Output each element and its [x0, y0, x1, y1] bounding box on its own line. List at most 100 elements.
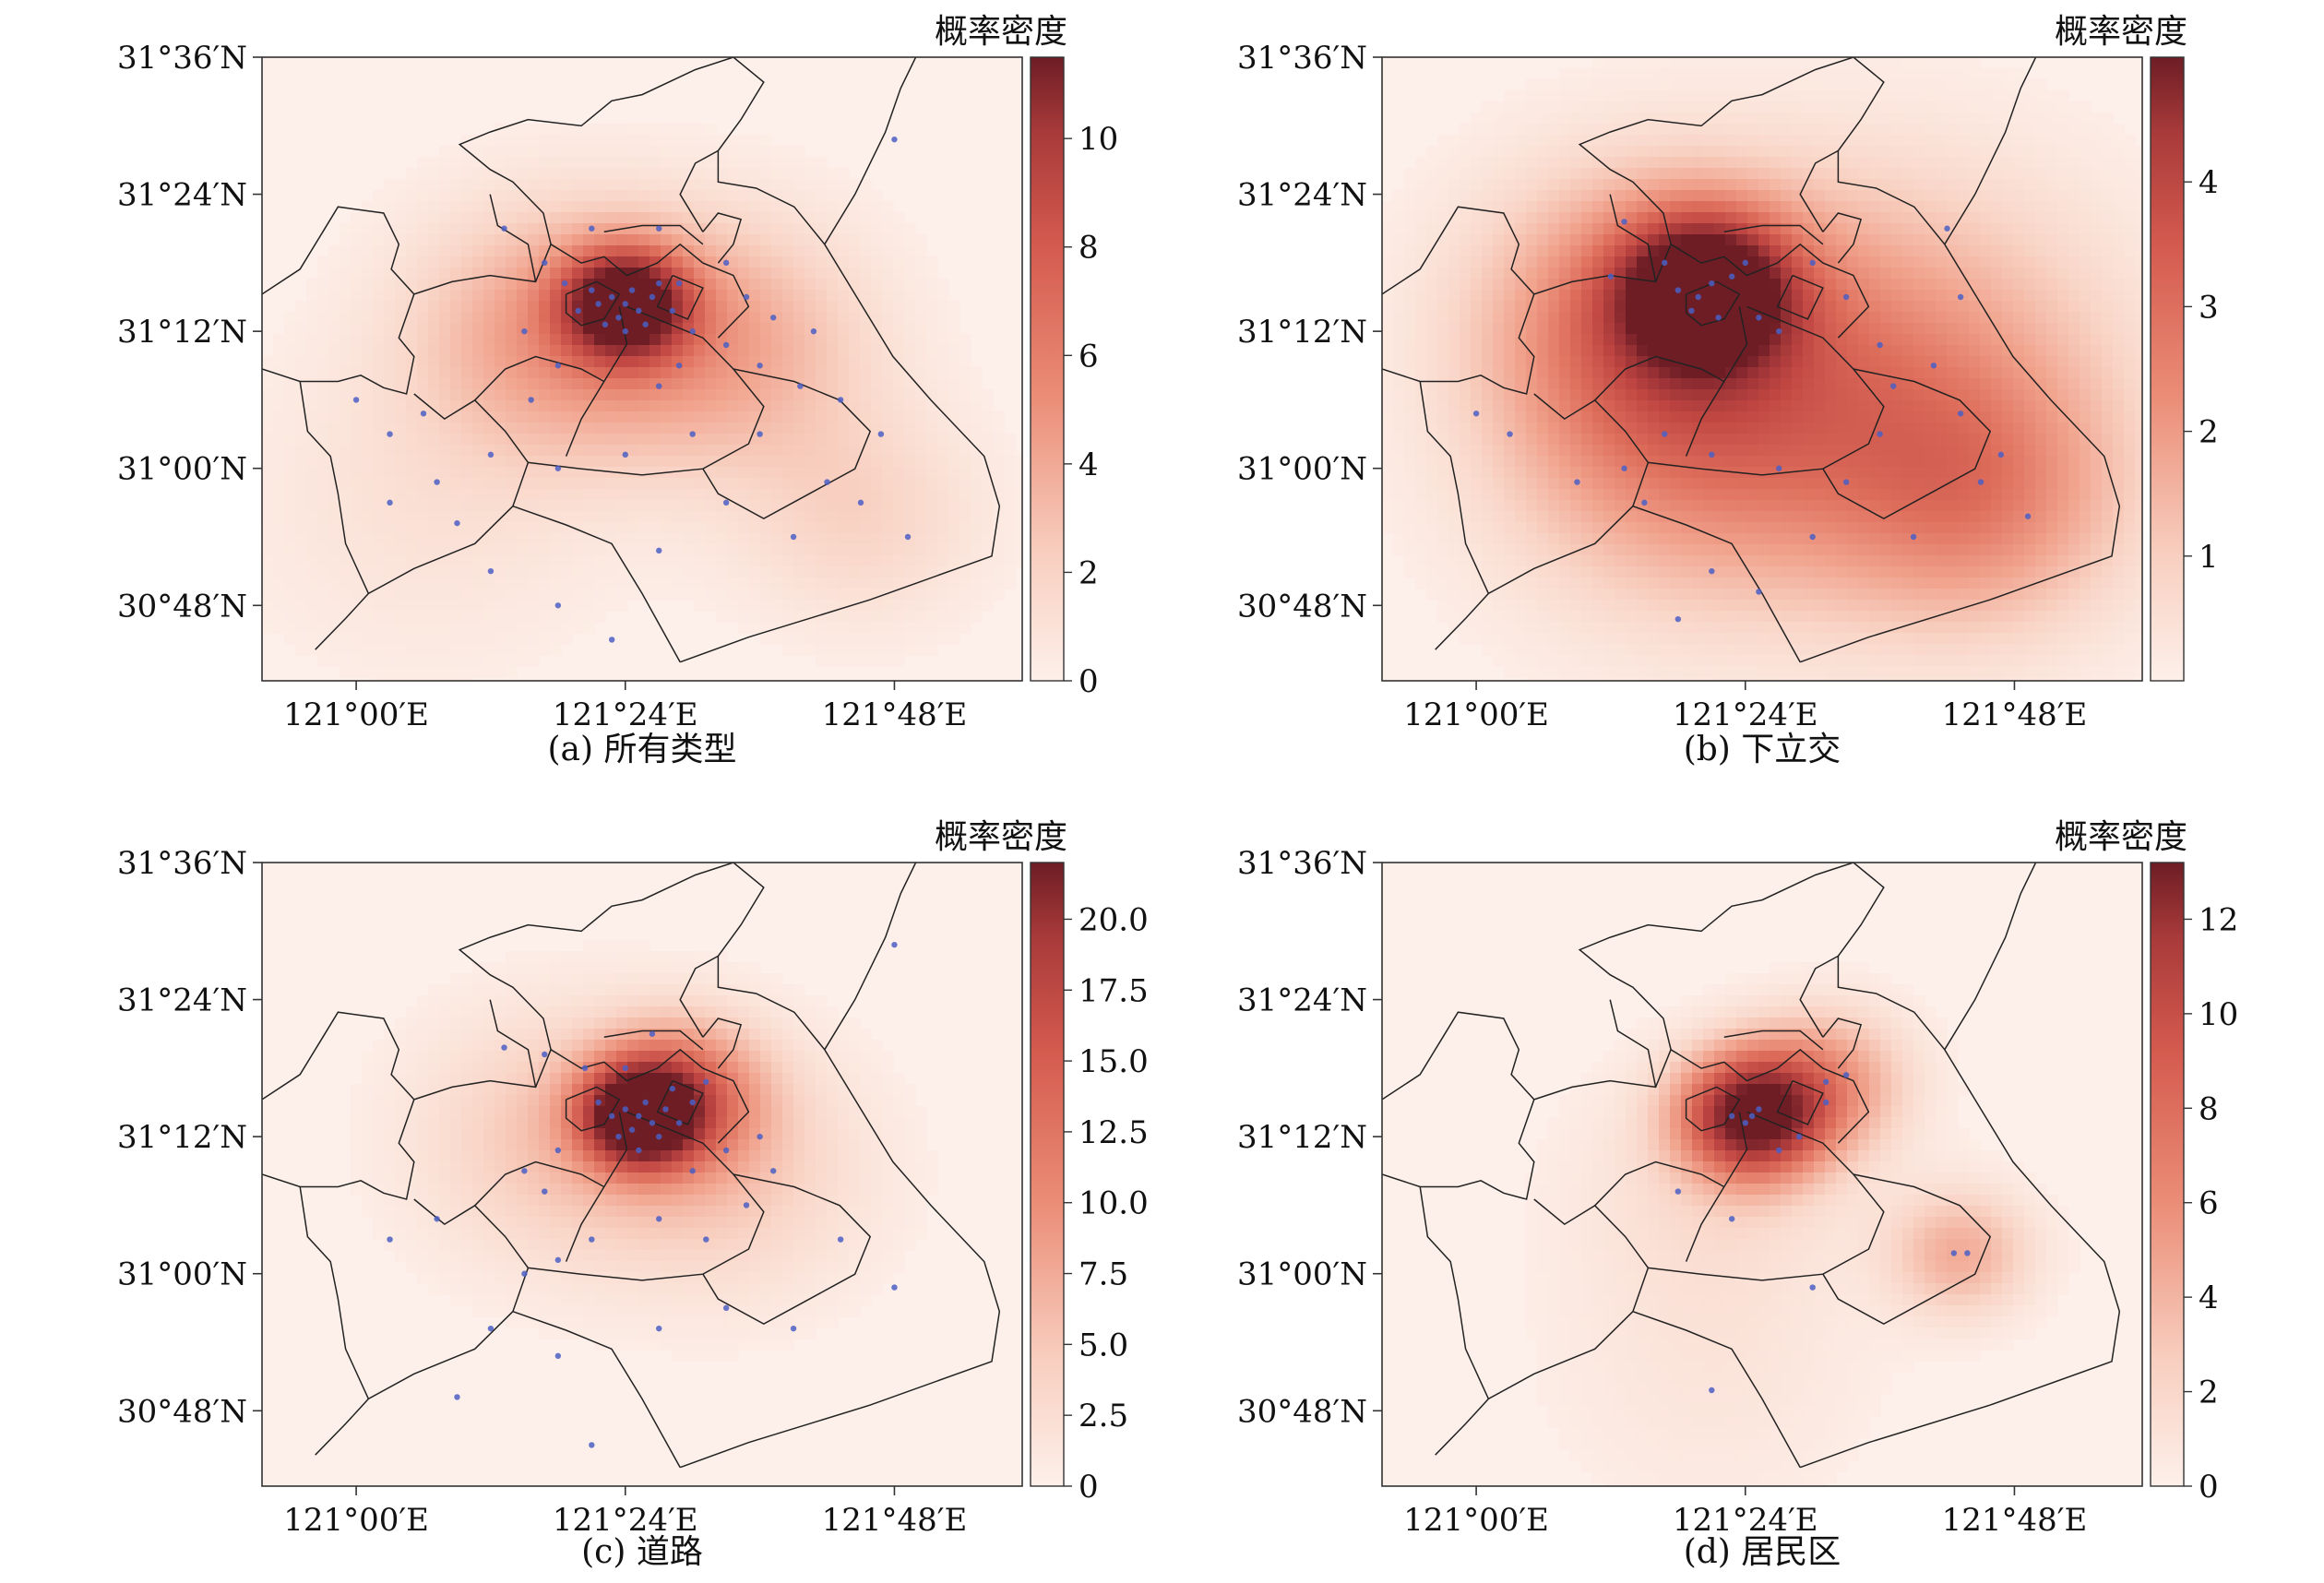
incident-point: [562, 280, 567, 286]
lat-tick-label: 31°00′N: [1237, 1256, 1367, 1293]
incident-point: [636, 1113, 641, 1119]
incident-point: [387, 1236, 392, 1242]
incident-point: [1998, 452, 2004, 458]
incident-point: [723, 260, 729, 266]
colorbar-title: 概率密度: [935, 13, 1067, 51]
incident-point: [1843, 294, 1849, 300]
lat-tick-label: 30°48′N: [117, 1393, 247, 1430]
incident-point: [1709, 280, 1714, 286]
incident-point: [858, 500, 864, 506]
incident-point: [528, 397, 533, 402]
lon-tick-label: 121°48′E: [822, 1502, 968, 1539]
incident-point: [1809, 260, 1815, 266]
lat-tick-label: 31°12′N: [117, 1119, 247, 1156]
incident-point: [723, 1148, 729, 1153]
colorbar-tick-label: 10.0: [1079, 1185, 1149, 1222]
lon-tick-label: 121°48′E: [1942, 696, 2088, 733]
incident-point: [791, 534, 796, 540]
colorbar-tick-label: 8: [2199, 1090, 2219, 1127]
incident-point: [757, 363, 762, 368]
incident-point: [770, 1168, 776, 1173]
incident-point: [589, 226, 594, 232]
incident-point: [1729, 1216, 1734, 1221]
colorbar-tick-label: 5.0: [1079, 1327, 1128, 1363]
incident-point: [521, 1168, 527, 1173]
incident-point: [891, 1284, 897, 1290]
incident-point: [1776, 1148, 1782, 1153]
incident-point: [650, 1031, 655, 1037]
lat-tick-label: 31°12′N: [1237, 314, 1367, 351]
incident-point: [615, 315, 621, 320]
incident-point: [1843, 1072, 1849, 1077]
incident-point: [615, 1134, 621, 1139]
incident-point: [891, 137, 897, 142]
incident-point: [454, 520, 459, 526]
colorbar-tick-label: 1: [2199, 539, 2219, 576]
colorbar-title: 概率密度: [2055, 13, 2187, 51]
incident-point: [770, 315, 776, 320]
incident-point: [629, 1127, 635, 1133]
incident-point: [542, 1188, 547, 1194]
lat-tick-label: 31°36′N: [1237, 845, 1367, 882]
incident-point: [1729, 1113, 1734, 1119]
incident-point: [623, 1106, 628, 1112]
lat-tick-label: 31°00′N: [117, 451, 247, 488]
incident-point: [642, 1100, 648, 1105]
incident-point: [1729, 274, 1734, 280]
incident-point: [670, 308, 675, 314]
incident-point: [824, 479, 829, 484]
incident-point: [1749, 1113, 1755, 1119]
incident-point: [555, 363, 561, 368]
lat-tick-label: 31°36′N: [117, 845, 247, 882]
incident-point: [797, 383, 803, 388]
lon-tick-label: 121°48′E: [1942, 1502, 2088, 1539]
incident-point: [1877, 431, 1882, 436]
lat-tick-label: 31°24′N: [117, 982, 247, 1019]
incident-point: [676, 280, 682, 286]
panel-caption: (b) 下立交: [1684, 731, 1841, 768]
incident-point: [454, 1394, 459, 1399]
incident-point: [353, 397, 359, 402]
incident-point: [838, 1236, 843, 1242]
incident-point: [595, 1100, 601, 1105]
incident-point: [891, 942, 897, 947]
incident-point: [555, 1257, 561, 1263]
incident-point: [1709, 452, 1714, 458]
lat-tick-label: 31°00′N: [1237, 451, 1367, 488]
incident-point: [656, 548, 661, 553]
incident-point: [542, 1052, 547, 1057]
incident-point: [670, 1086, 675, 1091]
incident-point: [1756, 589, 1761, 594]
incident-point: [1621, 466, 1627, 471]
incident-point: [589, 287, 594, 292]
incident-point: [555, 466, 561, 471]
colorbar-tick-label: 10: [2199, 996, 2238, 1033]
incident-point: [1776, 328, 1782, 334]
incident-point: [878, 431, 884, 436]
incident-point: [387, 431, 392, 436]
incident-point: [1964, 1250, 1970, 1256]
incident-point: [542, 260, 547, 266]
incident-point: [387, 500, 392, 506]
colorbar-tick-label: 6: [2199, 1185, 2219, 1222]
incident-point: [1843, 479, 1849, 484]
lat-tick-label: 31°12′N: [1237, 1119, 1367, 1156]
incident-point: [2025, 514, 2031, 519]
colorbar-tick-label: 2: [1079, 554, 1099, 591]
incident-point: [811, 328, 816, 334]
incident-point: [689, 1168, 695, 1173]
incident-point: [501, 1044, 507, 1050]
incident-point: [1574, 479, 1579, 484]
panel-caption: (a) 所有类型: [548, 731, 737, 768]
incident-point: [656, 226, 661, 232]
incident-point: [1958, 294, 1963, 300]
incident-point: [1675, 287, 1681, 292]
incident-point: [757, 1134, 762, 1139]
colorbar-tick-label: 7.5: [1079, 1256, 1128, 1293]
incident-point: [656, 1134, 661, 1139]
incident-point: [1675, 1188, 1681, 1194]
